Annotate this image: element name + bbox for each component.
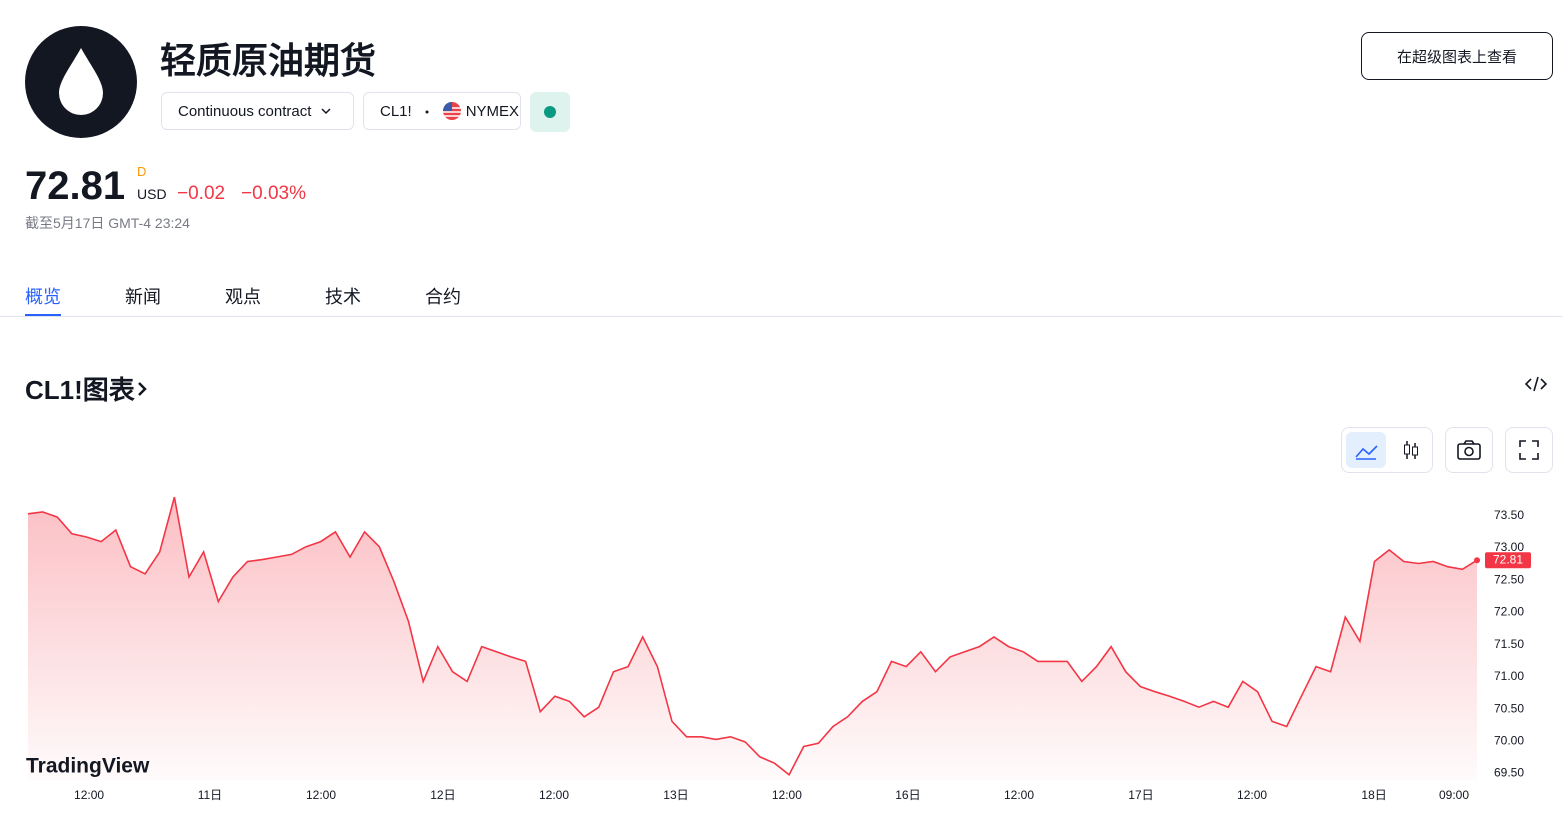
- x-tick-label: 18日: [1361, 788, 1386, 802]
- contract-button[interactable]: Continuous contract: [161, 92, 354, 130]
- timestamp: 截至5月17日 GMT-4 23:24: [25, 215, 190, 231]
- x-tick-label: 17日: [1128, 788, 1153, 802]
- symbol-button[interactable]: CL1! NYMEX: [363, 92, 521, 130]
- us-flag: [442, 102, 461, 120]
- tab[interactable]: 新闻: [125, 287, 161, 307]
- x-tick-label: 13日: [663, 788, 688, 802]
- tab[interactable]: 技术: [325, 287, 361, 307]
- chart: 69.50 70.00 70.50 71.00 71.50 72.00 72.50 73.00…: [26, 496, 1531, 802]
- y-tick-label: 71.50: [1494, 637, 1524, 651]
- y-tick-label: 72.00: [1494, 605, 1524, 619]
- tab[interactable]: 观点: [225, 287, 261, 307]
- contract-label: Continuous contract: [178, 102, 312, 120]
- x-tick-label: 12:00: [1237, 788, 1267, 802]
- supercharts-button[interactable]: 在超级图表上查看: [1361, 32, 1553, 80]
- symbol: CL1!: [380, 102, 412, 120]
- logo: [25, 26, 137, 138]
- y-tick-label: 73.00: [1494, 540, 1524, 554]
- line-chart-button[interactable]: [1345, 432, 1386, 468]
- divider: [0, 316, 1563, 317]
- watermark: TradingView: [26, 755, 150, 778]
- chart-type-toggle: [1341, 427, 1433, 473]
- x-tick-label: 12:00: [74, 788, 104, 802]
- currency: USD: [137, 186, 167, 202]
- x-tick-label: 12:00: [306, 788, 336, 802]
- x-tick-label: 11日: [198, 788, 222, 802]
- chevron: [137, 382, 147, 396]
- interval: D: [137, 164, 147, 179]
- supercharts-label: 在超级图表上查看: [1396, 48, 1517, 66]
- x-tick-label: 12:00: [772, 788, 802, 802]
- line: [27, 496, 1478, 777]
- y-tick-label: 72.50: [1494, 572, 1524, 586]
- change-percent: −0.03%: [241, 183, 306, 204]
- price: 72.81: [25, 164, 126, 208]
- title: 轻质原油期货: [160, 40, 377, 81]
- x-tick-label: 12日: [430, 788, 455, 802]
- status-badge[interactable]: [530, 92, 570, 132]
- embed-icon[interactable]: [1524, 373, 1548, 395]
- x-tick-label: 12:00: [539, 788, 569, 802]
- separator: [425, 110, 429, 114]
- section-title-text: CL1!图表: [25, 375, 135, 405]
- status-dot: [544, 106, 556, 118]
- chevron: [321, 108, 331, 115]
- candle-chart-button[interactable]: [1393, 432, 1429, 468]
- camera-icon: [1457, 440, 1481, 460]
- y-tick-label: 71.00: [1494, 669, 1524, 683]
- tab-indicator: [25, 314, 61, 317]
- x-tick-label: 16日: [895, 788, 920, 802]
- y-tick-label: 70.00: [1494, 734, 1524, 748]
- section-title[interactable]: CL1!图表: [25, 370, 149, 407]
- price-label: 72.81: [1493, 552, 1523, 566]
- y-tick-label: 69.50: [1494, 766, 1524, 780]
- fullscreen-button[interactable]: [1505, 427, 1553, 473]
- exchange: NYMEX: [465, 102, 520, 120]
- tab[interactable]: 概览: [25, 287, 61, 307]
- change: −0.02: [177, 183, 226, 204]
- x-tick-label: 09:00: [1439, 788, 1469, 802]
- tab[interactable]: 合约: [425, 287, 461, 307]
- fullscreen-icon: [1519, 440, 1539, 460]
- y-tick-label: 73.50: [1494, 508, 1524, 522]
- screenshot-button[interactable]: [1445, 427, 1493, 473]
- x-tick-label: 12:00: [1004, 788, 1034, 802]
- price-label-box: [1485, 552, 1531, 569]
- y-tick-label: 70.50: [1494, 701, 1524, 715]
- last-point: [1474, 557, 1480, 564]
- area: [28, 497, 1477, 780]
